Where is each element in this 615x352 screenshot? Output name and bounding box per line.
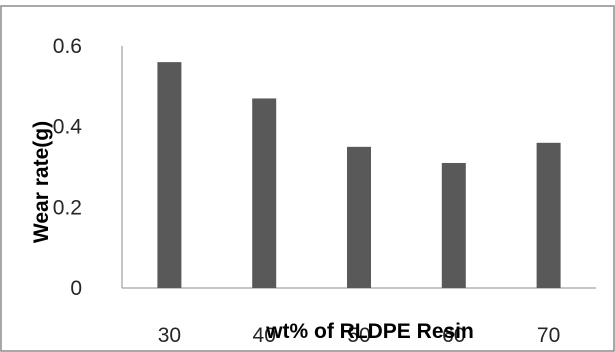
bars bbox=[157, 62, 561, 289]
x-tick-label: 50 bbox=[347, 324, 370, 347]
y-tick-label: 0.6 bbox=[53, 35, 82, 58]
x-tick-label: 70 bbox=[537, 324, 560, 347]
bar-40 bbox=[252, 98, 277, 288]
x-tick-label: 60 bbox=[442, 324, 465, 347]
bar-70 bbox=[536, 142, 561, 288]
bar-50 bbox=[347, 146, 371, 288]
bar-30 bbox=[157, 62, 182, 289]
x-tick-labels: 30 40 50 60 70 bbox=[158, 324, 561, 347]
x-tick-label: 30 bbox=[158, 324, 181, 347]
y-tick-label: 0 bbox=[70, 277, 82, 300]
chart-frame bbox=[0, 5, 615, 352]
y-tick-labels: 0 0.2 0.4 0.6 bbox=[53, 35, 83, 300]
y-tick-label: 0.2 bbox=[53, 196, 82, 219]
x-tick-label: 40 bbox=[253, 324, 276, 347]
x-axis-title: wt% of RLDPE Resin bbox=[265, 320, 474, 343]
bar-60 bbox=[441, 162, 466, 288]
y-axis-title: Wear rate(g) bbox=[30, 121, 53, 243]
y-tick-label: 0.4 bbox=[53, 116, 83, 139]
